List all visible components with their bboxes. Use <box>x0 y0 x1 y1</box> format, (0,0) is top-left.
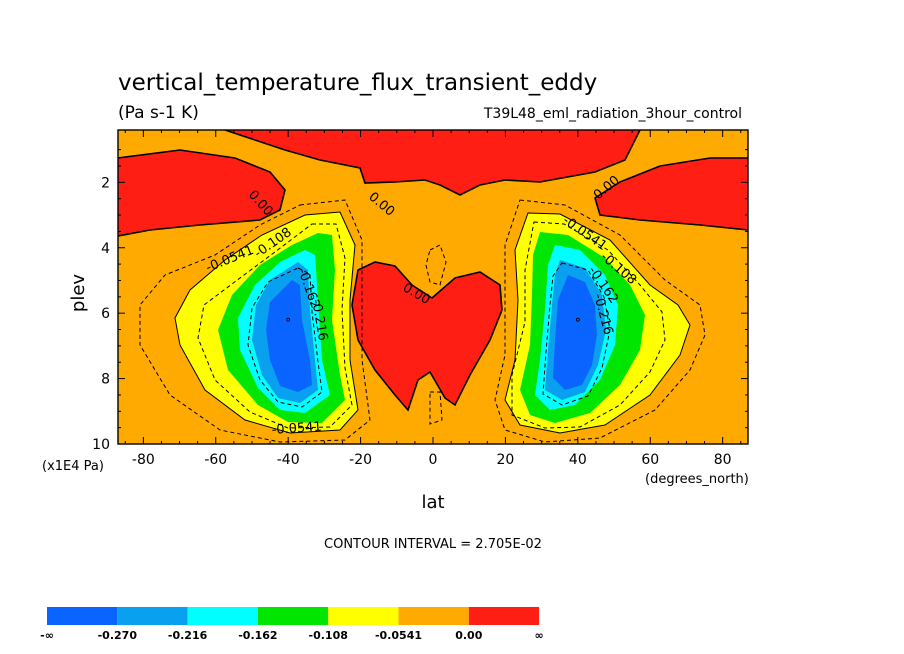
red-region-left <box>118 150 285 236</box>
left-lobe-blue <box>266 280 312 392</box>
contour-inner-left-2 <box>247 267 323 408</box>
colorbar-swatch <box>47 607 118 625</box>
contour-inner-left-1 <box>197 223 353 429</box>
x-tick-label: 80 <box>714 452 732 468</box>
contour-field: 0.00 0.00 0.00 0.00 -0.0541 -0.108 -0.16… <box>118 130 748 444</box>
red-region-right <box>595 158 748 230</box>
y-axis-label: plev <box>68 274 89 313</box>
contour-outer-right <box>494 199 706 443</box>
x-tick-label: 0 <box>429 452 438 468</box>
contour-center-small-top <box>425 244 447 286</box>
colorbar: -∞ -0.270 -0.216 -0.162 -0.108 -0.0541 0.00 ∞ <box>40 607 544 642</box>
colorbar-level-label: -0.270 <box>98 629 138 642</box>
x-tick-label: -40 <box>277 452 300 468</box>
y-axis-units: (x1E4 Pa) <box>42 459 104 474</box>
colorbar-swatch <box>468 607 540 625</box>
contour-yellow-edge-right <box>504 212 691 434</box>
x-tick-label: 20 <box>496 452 514 468</box>
extremum-marker <box>575 317 580 322</box>
x-tick-label: -20 <box>349 452 372 468</box>
contour-yellow-edge-left <box>174 211 359 434</box>
zero-contour-left <box>118 149 286 237</box>
y-tick-label: 8 <box>101 372 110 388</box>
contour-inner-right-1 <box>511 221 666 429</box>
red-region-center <box>352 262 502 410</box>
colorbar-level-label: -0.0541 <box>375 629 422 642</box>
y-axis-ticks: 2 4 6 8 10 <box>92 149 748 453</box>
zero-contour-top <box>224 130 641 196</box>
x-tick-label: -80 <box>132 452 155 468</box>
contour-label-m0541-bottom: -0.0541 <box>271 420 322 438</box>
y-tick-label: 10 <box>92 437 110 453</box>
y-tick-label: 4 <box>101 241 110 257</box>
extremum-marker <box>286 317 291 322</box>
colorbar-level-label: -∞ <box>40 629 54 642</box>
x-tick-label: 40 <box>569 452 587 468</box>
x-axis-ticks: -80 -60 -40 -20 0 20 40 60 80 <box>124 130 742 468</box>
chart-units: (Pa s-1 K) <box>118 103 199 123</box>
colorbar-level-label: 0.00 <box>455 629 482 642</box>
y-tick-label: 2 <box>101 175 110 191</box>
x-axis-units: (degrees_north) <box>645 472 749 487</box>
zero-contour-right <box>594 157 748 231</box>
colorbar-level-label: ∞ <box>535 629 544 642</box>
x-tick-label: -60 <box>204 452 227 468</box>
colorbar-swatch <box>187 607 258 625</box>
colorbar-swatch <box>398 607 469 625</box>
contour-inner-right-2 <box>542 262 611 406</box>
contour-outer-left <box>139 199 371 443</box>
colorbar-level-label: -0.108 <box>309 629 348 642</box>
colorbar-swatch <box>257 607 329 625</box>
y-tick-label: 6 <box>101 306 110 322</box>
extrema-markers <box>286 317 580 322</box>
contour-interval-label: CONTOUR INTERVAL = 2.705E-02 <box>324 537 542 552</box>
x-axis-label: lat <box>421 492 444 513</box>
right-lobe-blue <box>553 275 597 390</box>
colorbar-swatch <box>328 607 399 625</box>
contour-label-m216-left: -0.216 <box>308 298 330 342</box>
red-region-top <box>225 130 640 195</box>
x-tick-label: 60 <box>641 452 659 468</box>
colorbar-swatch <box>117 607 188 625</box>
zero-contour-center <box>351 261 503 412</box>
colorbar-level-label: -0.162 <box>238 629 277 642</box>
run-label: T39L48_eml_radiation_3hour_control <box>483 106 742 122</box>
colorbar-level-label: -0.216 <box>168 629 208 642</box>
chart-title: vertical_temperature_flux_transient_eddy <box>118 70 597 96</box>
contour-center-small-bottom <box>429 391 443 425</box>
